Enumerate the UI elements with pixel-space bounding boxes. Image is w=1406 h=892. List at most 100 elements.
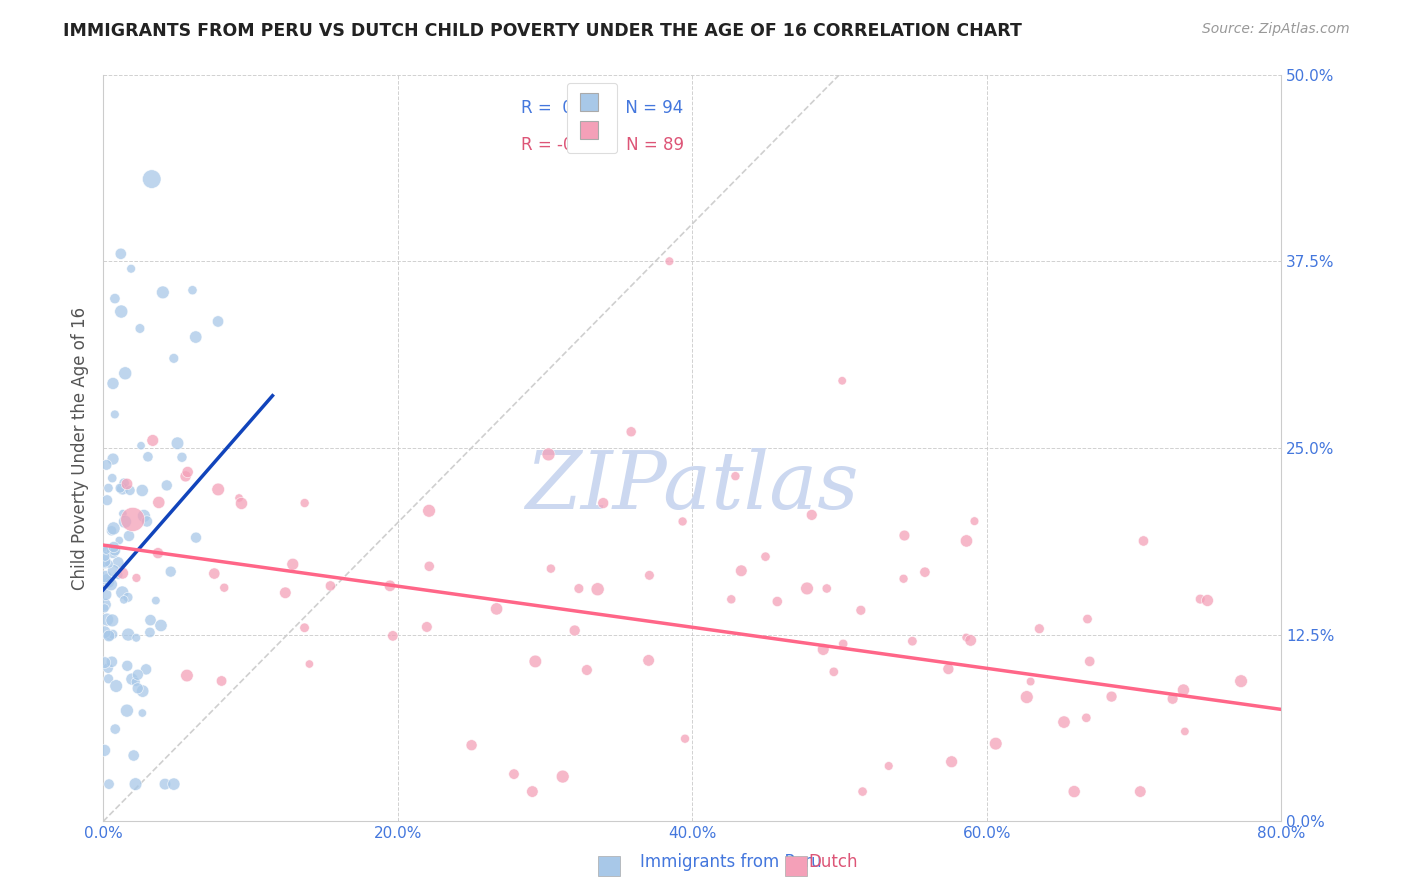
Point bbox=[1174, 724, 1197, 739]
Point bbox=[104, 722, 127, 736]
Point bbox=[94, 569, 117, 583]
Point bbox=[93, 601, 115, 615]
Point bbox=[153, 777, 176, 791]
Point bbox=[101, 471, 124, 485]
Point bbox=[564, 624, 586, 638]
Text: Dutch: Dutch bbox=[808, 854, 858, 871]
Point bbox=[796, 582, 818, 596]
Point bbox=[127, 681, 149, 696]
Point bbox=[115, 704, 138, 718]
Point bbox=[131, 483, 153, 498]
Point bbox=[163, 777, 186, 791]
Point bbox=[1101, 690, 1123, 704]
Point bbox=[294, 496, 316, 510]
Point bbox=[1173, 683, 1195, 698]
Point bbox=[101, 545, 124, 559]
Point bbox=[94, 598, 117, 612]
Point bbox=[893, 528, 915, 542]
Point bbox=[575, 663, 598, 677]
Point bbox=[460, 738, 482, 752]
Point bbox=[96, 613, 118, 627]
Point bbox=[146, 546, 169, 560]
Point bbox=[537, 447, 560, 461]
Point bbox=[117, 627, 139, 641]
Point bbox=[98, 777, 121, 791]
Point bbox=[228, 491, 250, 505]
Point bbox=[551, 770, 574, 784]
Point bbox=[96, 493, 118, 508]
Point bbox=[298, 657, 321, 671]
Point bbox=[1189, 592, 1212, 607]
Point bbox=[378, 579, 401, 593]
Point bbox=[118, 483, 141, 498]
Point bbox=[851, 784, 873, 798]
Text: ZIPatlas: ZIPatlas bbox=[526, 448, 859, 525]
Point bbox=[97, 542, 120, 557]
Point bbox=[540, 561, 562, 575]
Point bbox=[202, 566, 225, 581]
Text: Immigrants from Peru: Immigrants from Peru bbox=[640, 854, 821, 871]
Point bbox=[93, 625, 115, 640]
Point bbox=[800, 508, 823, 522]
Point bbox=[94, 557, 117, 571]
Point bbox=[122, 748, 145, 763]
Point bbox=[1197, 593, 1219, 607]
Text: R =  0.294   N = 94: R = 0.294 N = 94 bbox=[522, 99, 683, 117]
Point bbox=[524, 655, 547, 669]
Point bbox=[93, 554, 115, 568]
Point bbox=[97, 672, 120, 686]
Point bbox=[938, 662, 960, 676]
Point bbox=[1230, 674, 1253, 689]
Point bbox=[136, 515, 159, 529]
Point bbox=[485, 602, 508, 616]
Point bbox=[319, 579, 342, 593]
Point bbox=[101, 452, 124, 467]
Point bbox=[1129, 784, 1152, 798]
Point bbox=[115, 477, 138, 491]
Point bbox=[103, 540, 125, 554]
Point bbox=[184, 330, 207, 344]
Point bbox=[104, 543, 127, 558]
Point bbox=[117, 591, 139, 605]
Point bbox=[111, 585, 134, 599]
Point bbox=[503, 767, 526, 781]
Point bbox=[207, 314, 229, 328]
Point bbox=[131, 684, 153, 698]
Point bbox=[114, 366, 136, 380]
Point bbox=[120, 261, 142, 276]
Point bbox=[124, 777, 146, 791]
Point bbox=[281, 558, 304, 572]
Point bbox=[107, 556, 129, 570]
Point bbox=[97, 629, 120, 643]
Point bbox=[671, 515, 693, 529]
Point bbox=[139, 625, 162, 640]
Point bbox=[139, 613, 162, 627]
Point bbox=[1053, 715, 1076, 730]
Text: Source: ZipAtlas.com: Source: ZipAtlas.com bbox=[1202, 22, 1350, 37]
Point bbox=[111, 507, 134, 521]
Point bbox=[141, 172, 163, 186]
Point bbox=[941, 755, 963, 769]
Point bbox=[121, 512, 143, 526]
Point bbox=[181, 283, 204, 297]
Point bbox=[730, 564, 752, 578]
Point bbox=[98, 575, 121, 590]
Point bbox=[112, 476, 135, 491]
Point bbox=[129, 439, 152, 453]
Point bbox=[132, 508, 155, 523]
Point bbox=[131, 706, 153, 720]
Point bbox=[901, 634, 924, 648]
Point bbox=[658, 254, 681, 268]
Point bbox=[125, 571, 148, 585]
Point bbox=[207, 483, 229, 497]
Point bbox=[96, 458, 118, 472]
Point bbox=[105, 679, 128, 693]
Point bbox=[110, 247, 132, 261]
Point bbox=[637, 653, 659, 667]
Point bbox=[107, 568, 129, 582]
Point bbox=[103, 521, 125, 535]
Point bbox=[127, 667, 149, 681]
Point bbox=[416, 620, 439, 634]
Point bbox=[148, 495, 170, 509]
Point bbox=[111, 482, 134, 496]
